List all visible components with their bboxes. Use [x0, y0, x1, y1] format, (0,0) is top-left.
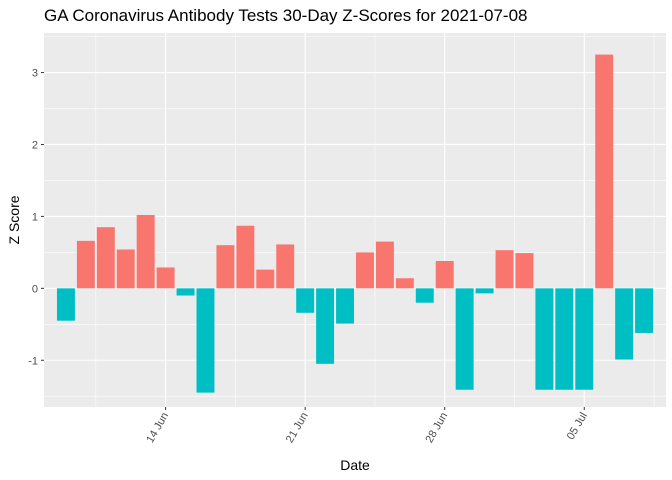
bar [256, 269, 275, 289]
bar [575, 288, 594, 390]
bar [196, 288, 215, 393]
bar [635, 288, 654, 333]
bar [435, 260, 454, 289]
chart-title: GA Coronavirus Antibody Tests 30-Day Z-S… [44, 6, 527, 25]
bar [56, 288, 75, 321]
bar [176, 288, 195, 296]
bar [495, 250, 514, 289]
x-axis: 14 Jun 21 Jun 28 Jun 05 Jul [144, 407, 590, 445]
y-tick-label: 1 [32, 211, 38, 223]
bar [316, 288, 335, 364]
bar [455, 288, 474, 390]
bar [555, 288, 574, 390]
bar [76, 240, 95, 289]
y-tick-label: -1 [28, 355, 38, 367]
bar [515, 253, 534, 289]
bar [216, 245, 235, 289]
x-tick-label: 28 Jun [423, 411, 450, 446]
bar-series [56, 54, 654, 393]
minor-gridlines [44, 33, 666, 407]
bar [136, 214, 155, 289]
y-tick-label: 2 [32, 139, 38, 151]
bar [116, 249, 135, 289]
bar [535, 288, 554, 390]
bar [595, 54, 614, 289]
y-axis-title: Z Score [6, 195, 22, 244]
bar [615, 288, 634, 360]
x-tick-label: 21 Jun [284, 411, 311, 446]
bar [395, 278, 414, 289]
bar [96, 227, 115, 289]
bar [336, 288, 355, 324]
bar [236, 225, 255, 289]
y-axis: -1 0 1 2 3 [28, 68, 44, 367]
x-tick-label: 05 Jul [565, 411, 590, 442]
bar [415, 288, 434, 303]
x-axis-title: Date [340, 457, 370, 473]
bar [375, 241, 394, 289]
bar [296, 288, 315, 313]
y-tick-label: 0 [32, 283, 38, 295]
x-tick-label: 14 Jun [144, 411, 171, 446]
y-tick-label: 3 [32, 68, 38, 80]
bar [475, 288, 494, 294]
bar [276, 244, 295, 289]
bar [156, 267, 175, 289]
bar [355, 252, 374, 289]
